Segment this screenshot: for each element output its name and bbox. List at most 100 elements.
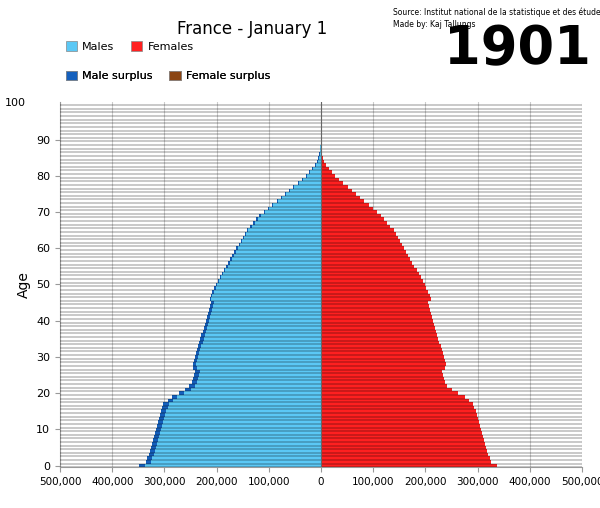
- Bar: [203, 340, 321, 344]
- Bar: [200, 337, 203, 340]
- Bar: [321, 290, 428, 294]
- Bar: [263, 210, 265, 214]
- Bar: [179, 391, 184, 395]
- Bar: [236, 250, 321, 253]
- Bar: [210, 304, 213, 308]
- Bar: [259, 214, 261, 217]
- Bar: [199, 377, 321, 380]
- Bar: [194, 359, 197, 362]
- Bar: [255, 221, 321, 225]
- Bar: [293, 185, 295, 188]
- Bar: [199, 355, 321, 359]
- Bar: [321, 160, 325, 163]
- Bar: [245, 232, 247, 236]
- Bar: [191, 388, 321, 391]
- Bar: [321, 163, 326, 167]
- Bar: [321, 178, 339, 181]
- Bar: [315, 163, 316, 167]
- Bar: [224, 268, 226, 272]
- Bar: [234, 253, 321, 258]
- Bar: [199, 373, 321, 377]
- Bar: [321, 457, 490, 460]
- Bar: [321, 337, 439, 340]
- Bar: [321, 225, 391, 229]
- Bar: [197, 366, 321, 370]
- Bar: [321, 253, 408, 258]
- Bar: [210, 315, 321, 319]
- Bar: [151, 460, 321, 464]
- Bar: [230, 258, 232, 261]
- Bar: [321, 185, 347, 188]
- Bar: [321, 446, 486, 449]
- Bar: [317, 160, 321, 163]
- Bar: [321, 214, 381, 217]
- Bar: [321, 294, 430, 297]
- Bar: [321, 442, 485, 446]
- Bar: [247, 229, 248, 232]
- Bar: [228, 261, 230, 265]
- Bar: [214, 287, 215, 290]
- Bar: [285, 192, 286, 196]
- Bar: [199, 340, 203, 344]
- Bar: [205, 323, 208, 326]
- Bar: [235, 250, 236, 253]
- Bar: [193, 366, 197, 370]
- Bar: [321, 192, 356, 196]
- Bar: [177, 395, 321, 399]
- Bar: [147, 457, 152, 460]
- Bar: [192, 380, 197, 384]
- Text: 100: 100: [5, 99, 26, 108]
- Bar: [244, 236, 321, 239]
- Bar: [202, 344, 321, 348]
- Bar: [154, 435, 159, 438]
- Bar: [321, 272, 419, 275]
- Bar: [206, 315, 210, 319]
- Bar: [306, 174, 307, 178]
- Bar: [321, 417, 478, 420]
- Bar: [321, 344, 440, 348]
- Bar: [172, 395, 177, 399]
- Bar: [321, 315, 432, 319]
- Bar: [241, 239, 242, 243]
- Bar: [321, 261, 412, 265]
- Bar: [211, 311, 321, 315]
- Bar: [149, 453, 154, 457]
- Bar: [156, 446, 321, 449]
- Bar: [167, 399, 173, 402]
- Bar: [321, 232, 395, 236]
- Bar: [261, 214, 321, 217]
- Bar: [239, 243, 240, 246]
- Bar: [321, 149, 322, 152]
- Bar: [223, 272, 321, 275]
- Bar: [303, 178, 321, 181]
- Bar: [205, 333, 321, 337]
- Bar: [321, 420, 479, 424]
- Bar: [155, 449, 321, 453]
- Bar: [320, 152, 321, 156]
- Bar: [321, 311, 431, 315]
- Bar: [139, 464, 145, 467]
- Bar: [215, 287, 321, 290]
- Bar: [155, 431, 160, 435]
- Bar: [193, 377, 199, 380]
- Bar: [321, 239, 400, 243]
- Bar: [321, 236, 398, 239]
- Bar: [196, 352, 199, 355]
- Bar: [277, 199, 278, 203]
- Bar: [321, 323, 434, 326]
- Bar: [159, 417, 164, 420]
- Bar: [212, 308, 321, 311]
- Bar: [282, 196, 321, 199]
- Bar: [321, 428, 481, 431]
- Bar: [321, 275, 421, 279]
- Bar: [268, 207, 269, 210]
- Bar: [321, 388, 452, 391]
- Bar: [197, 380, 321, 384]
- Bar: [163, 406, 167, 409]
- Bar: [222, 272, 223, 275]
- Bar: [210, 297, 211, 301]
- Bar: [197, 359, 321, 362]
- Bar: [321, 265, 415, 268]
- Bar: [321, 399, 469, 402]
- Bar: [269, 207, 321, 210]
